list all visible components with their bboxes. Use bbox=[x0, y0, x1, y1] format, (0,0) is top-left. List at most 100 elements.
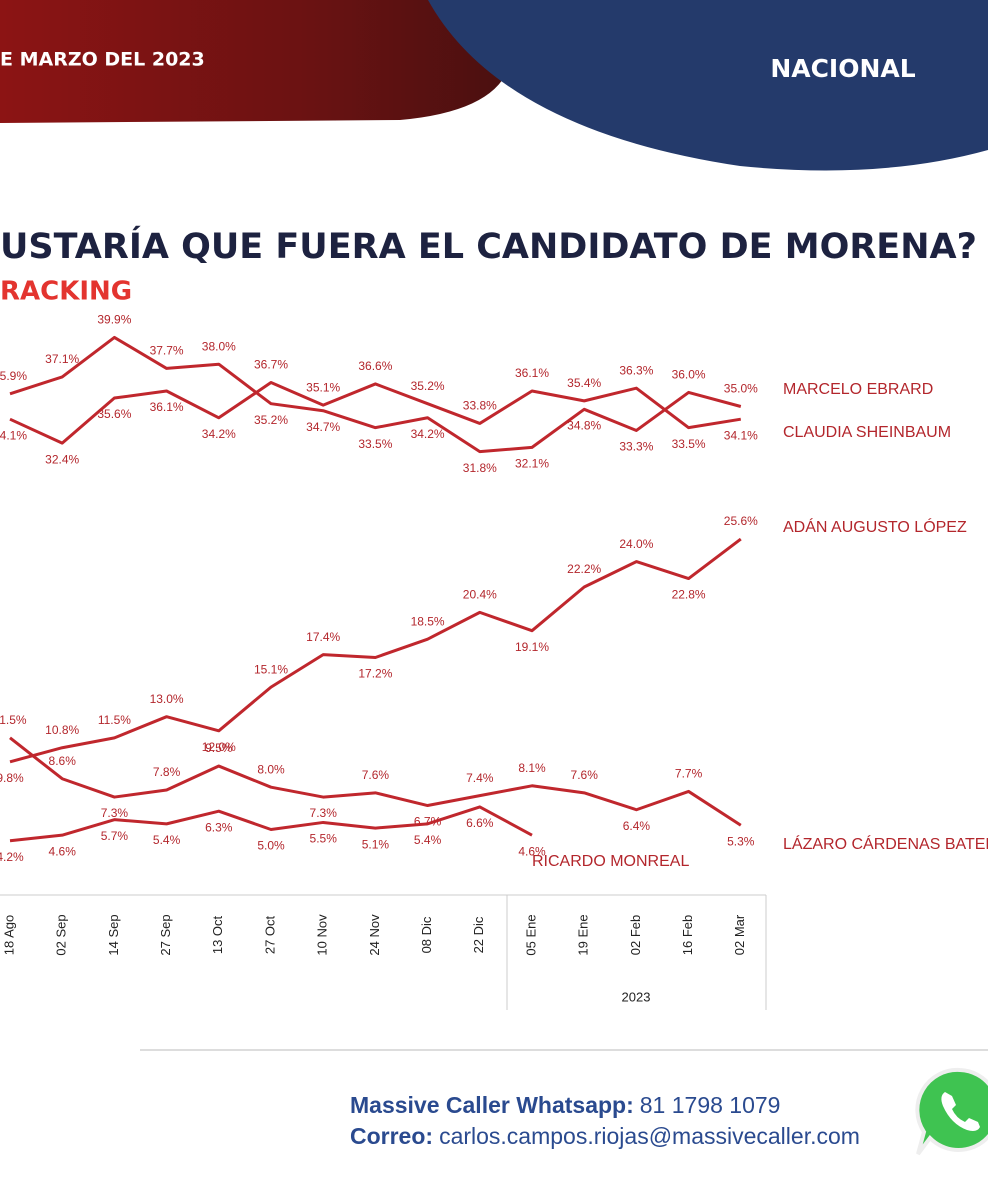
data-label: 32.1% bbox=[515, 457, 549, 471]
header-blue-shape bbox=[428, 0, 988, 171]
data-label: 24.0% bbox=[619, 537, 653, 551]
category-group-label: 2023 bbox=[622, 989, 651, 1004]
data-label: 33.3% bbox=[619, 440, 653, 454]
data-label: 34.2% bbox=[202, 427, 236, 441]
data-label: 36.1% bbox=[150, 400, 184, 414]
data-label: 35.2% bbox=[254, 413, 288, 427]
data-label: 39.9% bbox=[97, 313, 131, 327]
whatsapp-label: Massive Caller Whatsapp: bbox=[350, 1092, 634, 1118]
series-name: RICARDO MONREAL bbox=[532, 853, 689, 870]
data-label: 8.6% bbox=[49, 754, 77, 768]
data-label: 7.4% bbox=[466, 771, 494, 785]
x-tick-label: 24 Nov bbox=[367, 914, 382, 956]
data-label: 5.3% bbox=[727, 834, 755, 848]
data-label: 5.5% bbox=[310, 832, 338, 846]
data-label: 11.5% bbox=[0, 713, 27, 727]
data-label: 35.2% bbox=[411, 379, 445, 393]
series-name: LÁZARO CÁRDENAS BATEL bbox=[783, 834, 988, 853]
x-tick-label: 13 Oct bbox=[210, 915, 225, 954]
data-label: 36.0% bbox=[672, 368, 706, 382]
series-line bbox=[9, 805, 533, 843]
data-label: 8.0% bbox=[257, 762, 285, 776]
x-tick-label: 18 Ago bbox=[1, 915, 16, 956]
data-label: 15.1% bbox=[254, 662, 288, 676]
chart-title: USTARÍA QUE FUERA EL CANDIDATO DE MORENA… bbox=[0, 225, 977, 267]
data-label: 10.8% bbox=[45, 723, 79, 737]
data-label: 34.2% bbox=[411, 427, 445, 441]
data-label: 35.6% bbox=[97, 407, 131, 421]
data-label: 6.3% bbox=[205, 820, 233, 834]
data-label: 5.4% bbox=[153, 833, 181, 847]
data-label: 6.6% bbox=[466, 816, 494, 830]
data-label: 9.8% bbox=[0, 771, 24, 785]
data-label: 38.0% bbox=[202, 339, 236, 353]
data-label: 36.7% bbox=[254, 358, 288, 372]
series-line bbox=[9, 537, 742, 764]
data-label: 35.1% bbox=[306, 380, 340, 394]
series-line bbox=[9, 335, 742, 454]
x-tick-label: 05 Ene bbox=[523, 914, 538, 955]
x-tick-label: 16 Feb bbox=[680, 915, 695, 955]
data-label: 8.1% bbox=[518, 761, 546, 775]
data-label: 9.5% bbox=[205, 741, 233, 755]
data-label: 37.1% bbox=[45, 352, 79, 366]
footer-email: Correo: carlos.campos.riojas@massivecalle… bbox=[350, 1123, 860, 1149]
data-label: 7.3% bbox=[310, 806, 338, 820]
data-label: 4.6% bbox=[49, 844, 77, 858]
data-label: 5.7% bbox=[101, 829, 129, 843]
data-label: 34.7% bbox=[306, 420, 340, 434]
data-label: 7.7% bbox=[675, 767, 703, 781]
data-label: 37.7% bbox=[150, 344, 184, 358]
chart-subtitle: RACKING bbox=[0, 277, 132, 307]
x-tick-label: 08 Dic bbox=[419, 916, 434, 953]
x-tick-label: 02 Feb bbox=[628, 915, 643, 955]
data-label: 31.8% bbox=[463, 461, 497, 475]
data-label: 32.4% bbox=[45, 452, 79, 466]
series-line bbox=[9, 381, 742, 445]
email-label: Correo: bbox=[350, 1123, 433, 1149]
data-label: 36.1% bbox=[515, 366, 549, 380]
data-label: 12.0% bbox=[202, 740, 236, 754]
data-label: 35.0% bbox=[724, 382, 758, 396]
header-region: NACIONAL bbox=[770, 54, 915, 83]
data-label: 17.4% bbox=[306, 630, 340, 644]
data-label: 22.8% bbox=[672, 588, 706, 602]
data-label: 36.3% bbox=[619, 363, 653, 377]
x-tick-label: 10 Nov bbox=[315, 914, 330, 956]
series-name: MARCELO EBRARD bbox=[783, 381, 933, 398]
data-label: 7.6% bbox=[362, 768, 390, 782]
header-date: E MARZO DEL 2023 bbox=[0, 49, 205, 71]
data-label: 6.4% bbox=[623, 819, 651, 833]
whatsapp-icon bbox=[915, 1067, 988, 1156]
data-label: 17.2% bbox=[358, 667, 392, 681]
x-tick-label: 02 Sep bbox=[54, 914, 69, 955]
whatsapp-number: 81 1798 1079 bbox=[640, 1092, 781, 1118]
data-label: 13.0% bbox=[150, 692, 184, 706]
x-tick-label: 14 Sep bbox=[106, 914, 121, 955]
header-red-shape bbox=[0, 0, 508, 123]
data-label: 5.4% bbox=[414, 833, 442, 847]
data-label: 34.8% bbox=[567, 418, 601, 432]
data-label: 19.1% bbox=[515, 640, 549, 654]
data-label: 20.4% bbox=[463, 588, 497, 602]
data-label: 22.2% bbox=[567, 562, 601, 576]
series-line bbox=[9, 736, 742, 827]
data-label: 33.8% bbox=[463, 399, 497, 413]
data-label: 7.6% bbox=[571, 768, 599, 782]
data-label: 35.4% bbox=[567, 376, 601, 390]
email-address: carlos.campos.riojas@massivecaller.com bbox=[439, 1123, 860, 1149]
series-name: CLAUDIA SHEINBAUM bbox=[783, 424, 951, 441]
data-label: 33.5% bbox=[672, 437, 706, 451]
x-tick-label: 02 Mar bbox=[732, 914, 747, 955]
data-label: 35.9% bbox=[0, 369, 27, 383]
data-label: 18.5% bbox=[411, 614, 445, 628]
data-label: 33.5% bbox=[358, 437, 392, 451]
footer-whatsapp: Massive Caller Whatsapp: 81 1798 1079 bbox=[350, 1092, 780, 1118]
data-label: 36.6% bbox=[358, 359, 392, 373]
data-label: 4.6% bbox=[518, 844, 546, 858]
series-name: ADÁN AUGUSTO LÓPEZ bbox=[783, 517, 967, 536]
x-tick-label: 22 Dic bbox=[471, 916, 486, 953]
x-tick-label: 19 Ene bbox=[576, 914, 591, 955]
